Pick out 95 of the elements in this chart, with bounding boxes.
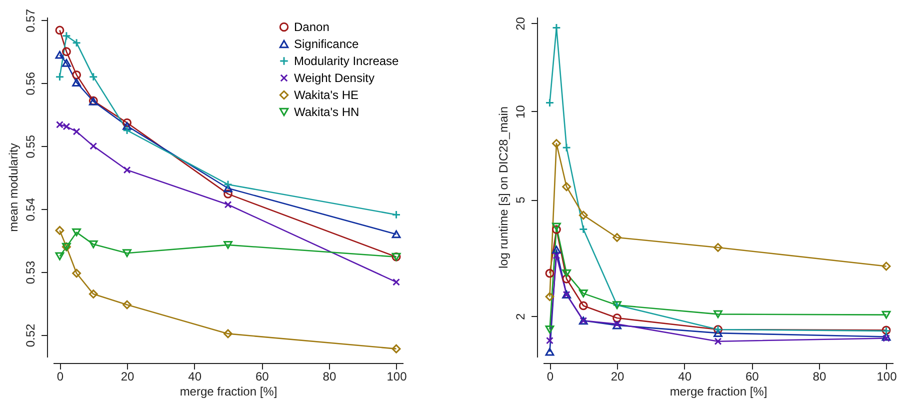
point [122,118,132,128]
x-tick-label: 40 [188,370,202,384]
point [552,246,561,254]
point [72,128,80,136]
point [72,268,82,278]
point [62,59,71,67]
y-tick-label: 0.57 [24,8,38,32]
point [552,23,561,32]
x-tick-label: 100 [386,370,408,384]
point [224,184,232,192]
point [612,233,622,242]
point [545,98,554,108]
x-tick-label: 60 [745,370,760,384]
y-axis-title: log runtime [s] on DIC28_main [496,106,510,269]
point [224,240,232,249]
point [562,269,572,278]
point [545,292,554,302]
point [714,338,722,346]
x-tick-label: 0 [546,370,554,384]
point [882,262,891,271]
point [545,348,554,356]
point [552,139,561,148]
y-tick-label: 0.56 [24,72,38,96]
point [88,240,98,248]
point [224,189,232,198]
point [224,180,232,189]
point [882,334,890,342]
legend-label: Significance [294,37,360,51]
point [122,300,132,310]
x-tick-label: 0 [56,370,64,384]
point [578,301,588,310]
point [55,252,64,260]
point [55,226,64,235]
point [122,122,132,130]
point [562,143,572,152]
point [392,230,401,238]
point [62,31,71,40]
x-tick-label: 100 [876,370,898,384]
point [714,310,722,318]
point [578,210,588,220]
point [72,38,82,48]
x-axis-title: merge fraction [%] [670,384,768,398]
x-tick-label: 60 [255,370,270,384]
point [62,47,71,56]
point [88,72,98,82]
point [55,72,64,82]
point [392,278,400,286]
legend-label: Modularity Increase [294,54,400,68]
x-tick-label: 20 [610,370,625,384]
point [562,182,572,192]
point [88,290,98,298]
y-axis-title: mean modularity [6,143,20,232]
point [55,50,64,59]
point [224,200,232,208]
point [552,225,561,234]
x-tick-label: 20 [120,370,135,384]
point [72,78,82,86]
y-tick-label: 0.54 [24,198,38,222]
point [552,252,560,260]
point [714,329,722,338]
legend-label: Wakita's HN [294,105,360,119]
point [882,310,891,319]
point [546,336,554,344]
legend-label: Weight Density [294,71,374,85]
point [562,274,572,284]
point [224,329,232,338]
legend-label: Danon [294,20,330,34]
point [578,224,588,234]
x-tick-label: 80 [322,370,336,384]
point [612,314,622,322]
point [122,249,132,258]
point [55,26,64,35]
x-tick-label: 80 [812,370,826,384]
legend-label: Wakita's HE [294,88,359,102]
point [545,326,554,334]
x-tick-label: 40 [678,370,692,384]
y-tick-label: 0.52 [24,323,38,348]
x-axis-title: merge fraction [%] [180,384,278,398]
y-tick-label: 0.53 [24,260,38,284]
point [552,222,561,231]
y-tick-label: 5 [514,196,528,204]
point [123,166,131,174]
point [392,344,401,354]
point [714,243,722,252]
point [72,228,82,236]
y-tick-label: 20 [514,16,528,30]
point [90,142,98,150]
y-tick-label: 10 [514,104,528,119]
point [122,126,132,135]
y-tick-label: 2 [514,312,528,320]
y-tick-label: 0.55 [24,134,38,158]
point [392,210,401,220]
point [72,70,82,80]
point [578,289,588,298]
point [545,268,554,278]
